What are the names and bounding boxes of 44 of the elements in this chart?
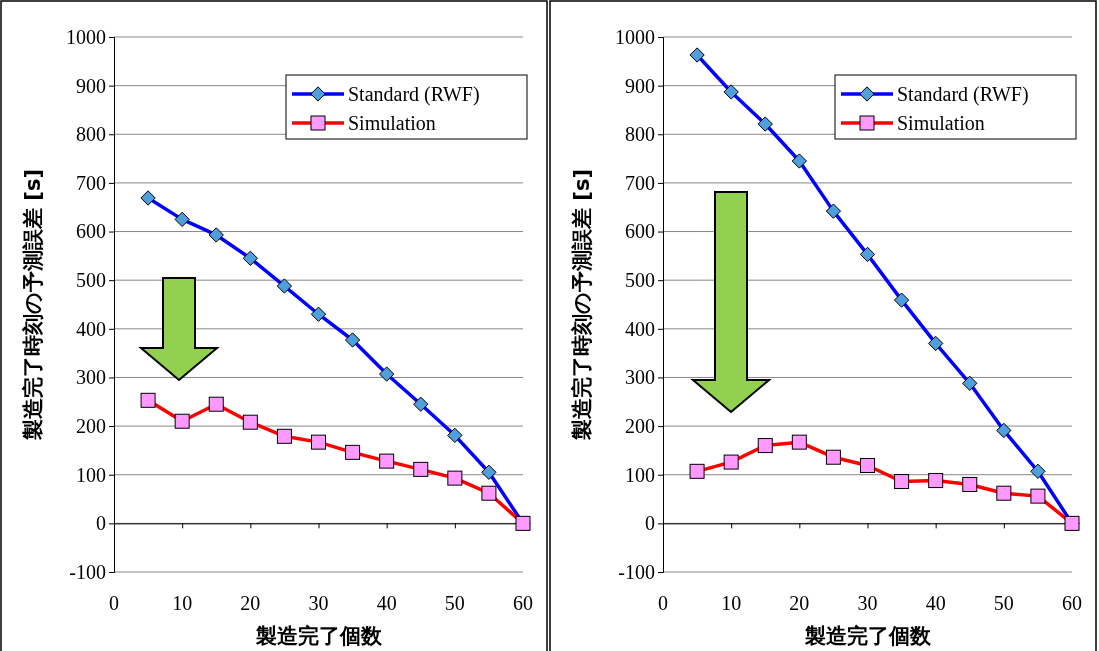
y-tick-label: 300	[76, 366, 106, 389]
x-tick-label: 30	[857, 592, 878, 614]
x-tick-label: 60	[1062, 592, 1082, 614]
y-tick-label: 900	[625, 74, 655, 97]
y-tick-label: 200	[625, 414, 655, 437]
x-tick-label: 40	[376, 592, 397, 614]
y-tick-label: 800	[625, 123, 655, 146]
x-tick-label: 20	[240, 592, 261, 614]
y-tick-label: 300	[625, 366, 655, 389]
y-tick-label: 100	[625, 463, 655, 486]
x-tick-label: 10	[172, 592, 193, 614]
y-tick-label: 600	[625, 220, 655, 243]
y-tick-label: 0	[645, 512, 655, 535]
y-tick-label: 1000	[66, 25, 106, 48]
y-tick-label: 1000	[615, 25, 655, 48]
y-tick-label: 0	[96, 512, 106, 535]
y-tick-label: 800	[76, 123, 106, 146]
x-tick-label: 30	[308, 592, 329, 614]
x-tick-label: 60	[513, 592, 533, 614]
y-tick-label: -100	[69, 560, 106, 583]
x-axis-title: 製造完了個数	[254, 624, 383, 648]
legend-label: Standard (RWF)	[897, 83, 1029, 106]
y-tick-label: 400	[625, 317, 655, 340]
legend-label: Simulation	[348, 112, 436, 134]
x-axis-title: 製造完了個数	[803, 624, 932, 648]
legend-label: Standard (RWF)	[348, 83, 480, 106]
x-tick-label: 40	[925, 592, 946, 614]
y-axis-title: 製造完了時刻の予測誤差 [s]	[21, 168, 45, 442]
x-tick-label: 10	[721, 592, 742, 614]
x-tick-label: 50	[444, 592, 465, 614]
y-tick-label: 700	[625, 171, 655, 194]
y-tick-label: 200	[76, 414, 106, 437]
y-tick-label: 900	[76, 74, 106, 97]
legend-label: Simulation	[897, 112, 985, 134]
y-tick-label: 400	[76, 317, 106, 340]
y-tick-label: 700	[76, 171, 106, 194]
y-tick-label: 500	[76, 269, 106, 292]
x-tick-label: 50	[993, 592, 1014, 614]
y-tick-label: 500	[625, 269, 655, 292]
y-tick-label: -100	[618, 560, 655, 583]
x-tick-label: 20	[789, 592, 810, 614]
y-tick-label: 600	[76, 220, 106, 243]
y-axis-title: 製造完了時刻の予測誤差 [s]	[570, 168, 594, 442]
y-tick-label: 100	[76, 463, 106, 486]
